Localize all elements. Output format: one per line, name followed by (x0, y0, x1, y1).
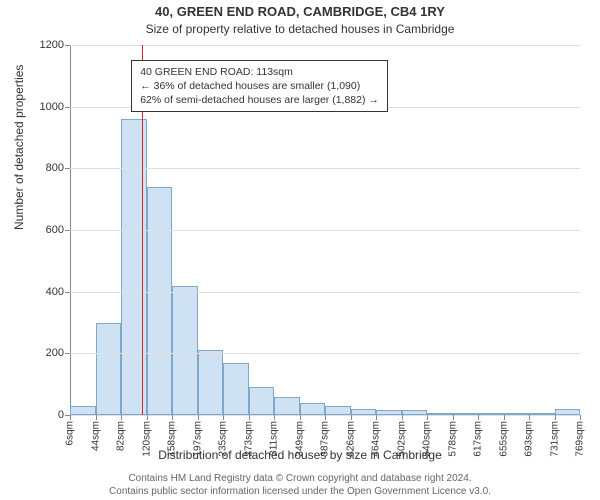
grid-line (70, 292, 580, 293)
histogram-bar (96, 323, 122, 416)
y-tick-mark (65, 107, 70, 108)
x-tick-mark (555, 415, 556, 420)
chart-title: 40, GREEN END ROAD, CAMBRIDGE, CB4 1RY (0, 4, 600, 19)
annotation-box: 40 GREEN END ROAD: 113sqm ← 36% of detac… (131, 60, 388, 113)
histogram-bar (198, 350, 224, 415)
x-tick-mark (70, 415, 71, 420)
histogram-bar (172, 286, 198, 416)
y-tick-mark (65, 45, 70, 46)
y-tick-label: 1000 (30, 101, 64, 113)
y-tick-label: 1200 (30, 39, 64, 51)
y-tick-label: 200 (30, 347, 64, 359)
x-tick-mark (274, 415, 275, 420)
histogram-bar (121, 119, 147, 415)
x-tick-mark (96, 415, 97, 420)
x-axis-label: Distribution of detached houses by size … (0, 448, 600, 462)
histogram-bar (300, 403, 326, 415)
x-tick-label: 82sqm (116, 421, 127, 451)
histogram-bar (249, 387, 275, 415)
grid-line (70, 45, 580, 46)
grid-line (70, 168, 580, 169)
x-tick-label: 6sqm (65, 421, 76, 445)
y-tick-mark (65, 168, 70, 169)
x-tick-mark (478, 415, 479, 420)
x-tick-mark (172, 415, 173, 420)
footer-line-2: Contains public sector information licen… (0, 486, 600, 497)
x-tick-mark (580, 415, 581, 420)
x-tick-mark (198, 415, 199, 420)
footer-line-1: Contains HM Land Registry data © Crown c… (0, 473, 600, 484)
chart-subtitle: Size of property relative to detached ho… (0, 22, 600, 36)
y-tick-label: 400 (30, 286, 64, 298)
x-tick-mark (427, 415, 428, 420)
histogram-bar (147, 187, 173, 415)
plot-area: 0200400600800100012006sqm44sqm82sqm120sq… (70, 45, 580, 415)
x-tick-mark (402, 415, 403, 420)
annotation-line-2: ← 36% of detached houses are smaller (1,… (140, 79, 379, 93)
y-axis-label: Number of detached properties (12, 65, 26, 230)
y-tick-label: 0 (30, 409, 64, 421)
histogram-bar (223, 363, 249, 415)
grid-line (70, 353, 580, 354)
x-tick-mark (376, 415, 377, 420)
x-tick-mark (147, 415, 148, 420)
histogram-bar (274, 397, 300, 416)
histogram-bar (70, 406, 96, 415)
y-tick-label: 600 (30, 224, 64, 236)
x-tick-mark (249, 415, 250, 420)
annotation-line-1: 40 GREEN END ROAD: 113sqm (140, 65, 379, 79)
grid-line (70, 230, 580, 231)
x-tick-mark (504, 415, 505, 420)
y-tick-label: 800 (30, 162, 64, 174)
annotation-line-3: 62% of semi-detached houses are larger (… (140, 93, 379, 107)
y-tick-mark (65, 230, 70, 231)
x-tick-mark (121, 415, 122, 420)
x-tick-mark (300, 415, 301, 420)
y-tick-mark (65, 292, 70, 293)
x-tick-label: 44sqm (90, 421, 101, 451)
x-tick-mark (529, 415, 530, 420)
x-tick-mark (325, 415, 326, 420)
histogram-bar (325, 406, 351, 415)
x-tick-mark (223, 415, 224, 420)
x-tick-mark (351, 415, 352, 420)
x-tick-mark (453, 415, 454, 420)
chart-container: 40, GREEN END ROAD, CAMBRIDGE, CB4 1RY S… (0, 0, 600, 500)
y-tick-mark (65, 353, 70, 354)
